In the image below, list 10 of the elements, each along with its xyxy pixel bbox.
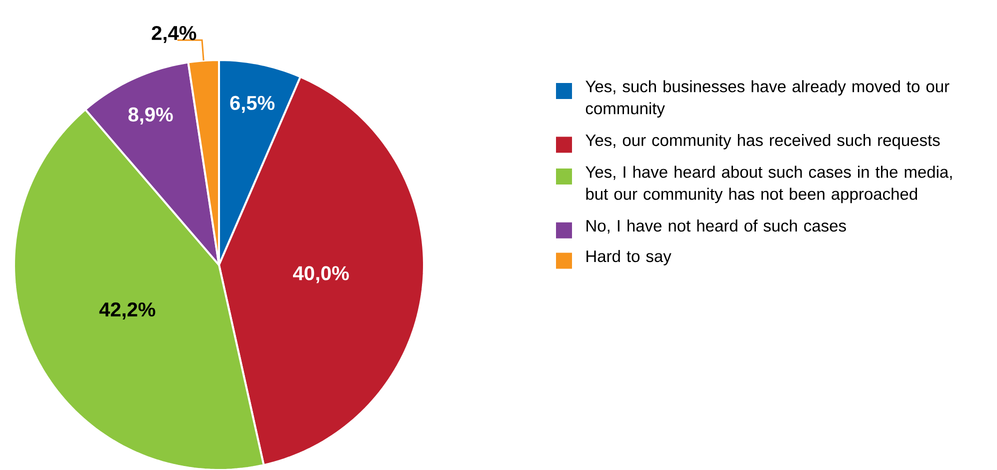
legend-label: Yes, I have heard about such cases in the media, but our community has not been approached <box>586 166 952 204</box>
data-label: 2,4% <box>152 26 196 44</box>
legend-label: Hard to say <box>586 250 672 266</box>
data-label: 6,5% <box>230 96 275 113</box>
data-label: 40,0% <box>293 266 349 284</box>
legend-label: Yes, our community has received such requests <box>586 134 940 150</box>
data-label: 42,2% <box>99 302 156 320</box>
legend-label: Yes, such businesses have already moved to our community <box>586 80 950 118</box>
legend-label: No, I have not heard of such cases <box>586 220 846 234</box>
data-label: 8,9% <box>128 107 173 124</box>
